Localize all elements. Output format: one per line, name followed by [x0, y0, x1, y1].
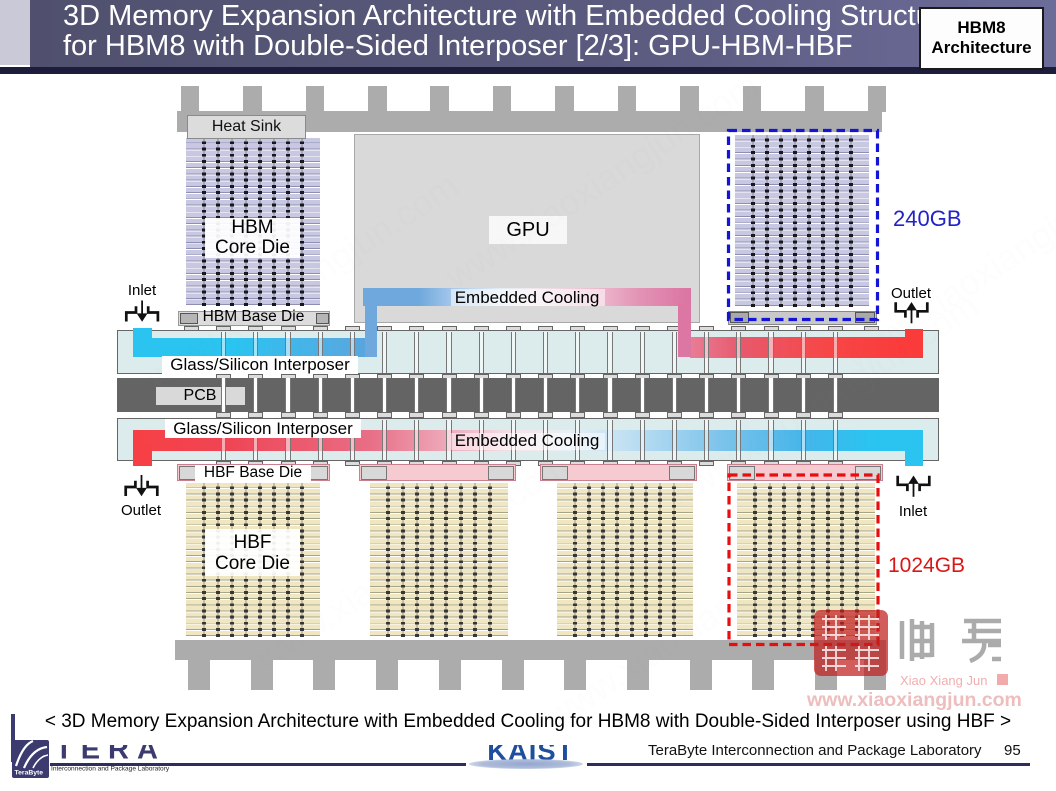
svg-text:TeraByte: TeraByte	[15, 770, 44, 777]
